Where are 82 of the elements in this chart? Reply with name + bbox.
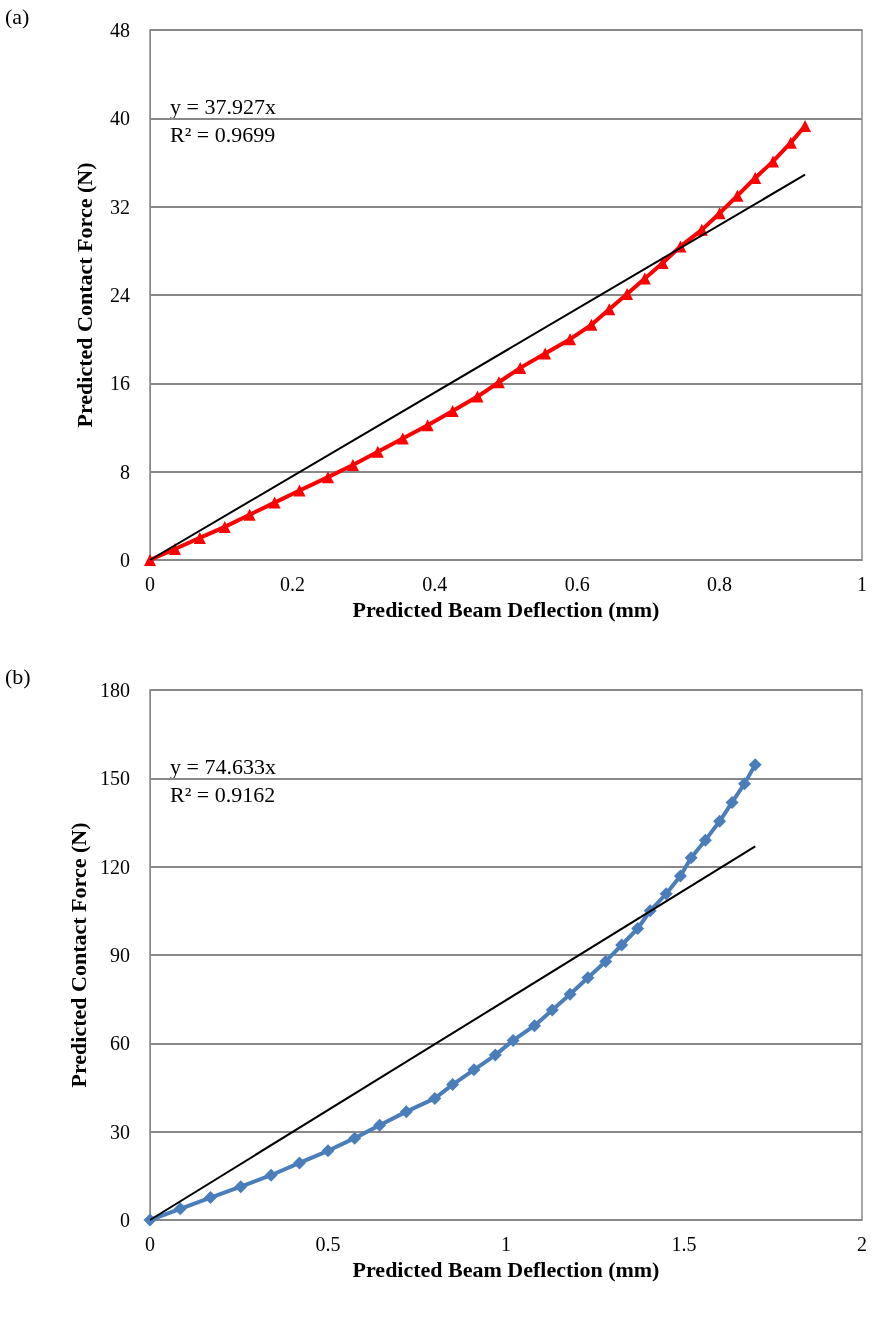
point [488, 1048, 502, 1062]
x-tick-label: 1 [501, 1233, 511, 1255]
point [748, 758, 762, 772]
x-axis-title: Predicted Beam Deflection (mm) [352, 1257, 660, 1283]
point [144, 554, 156, 566]
point [446, 1078, 460, 1092]
annotation: R² = 0.9699 [170, 121, 276, 147]
point [218, 520, 231, 533]
x-tick-label: 0.6 [564, 573, 590, 595]
y-axis-title: Predicted Contact Force (N) [71, 162, 97, 428]
point [428, 1091, 442, 1105]
y-tick-label: 120 [100, 855, 130, 878]
point [421, 419, 434, 432]
point [799, 120, 812, 133]
x-tick-label: 1 [857, 573, 867, 595]
point [506, 1033, 520, 1047]
y-tick-label: 16 [110, 372, 130, 395]
x-tick-label: 0.2 [279, 573, 305, 595]
point [243, 508, 256, 521]
point [738, 777, 752, 791]
annotation: R² = 0.9162 [170, 781, 276, 807]
point [268, 496, 281, 509]
point [471, 390, 484, 403]
point [322, 471, 334, 484]
y-tick-label: 0 [120, 1209, 130, 1231]
y-tick-label: 48 [110, 19, 130, 41]
chart-title: (b) [5, 663, 31, 689]
y-tick-label: 24 [110, 284, 130, 306]
point [321, 1144, 335, 1158]
y-axis-title: Predicted Contact Force (N) [65, 822, 91, 1088]
y-tick-label: 0 [120, 549, 130, 571]
point [467, 1063, 481, 1077]
point [563, 987, 577, 1001]
y-tick-label: 180 [100, 679, 130, 701]
point [492, 376, 505, 389]
x-tick-label: 0 [145, 1233, 155, 1255]
y-tick-label: 30 [110, 1120, 130, 1143]
chart-title: (a) [5, 3, 30, 29]
y-tick-label: 32 [110, 195, 130, 218]
point [234, 1180, 248, 1194]
point [173, 1202, 187, 1216]
point [585, 318, 598, 331]
point [293, 484, 306, 497]
point [564, 333, 577, 346]
point [348, 1131, 362, 1145]
point [373, 1118, 387, 1132]
point [615, 938, 629, 952]
point [698, 833, 712, 847]
y-tick-label: 60 [110, 1032, 130, 1055]
point [673, 869, 687, 883]
x-tick-label: 0.8 [707, 573, 733, 595]
point [193, 531, 206, 544]
x-axis-title: Predicted Beam Deflection (mm) [352, 597, 660, 623]
point [539, 347, 552, 360]
point [527, 1019, 541, 1033]
point [545, 1003, 559, 1017]
point [713, 814, 727, 828]
point [396, 432, 409, 445]
point [264, 1168, 278, 1182]
point [446, 404, 459, 417]
point [599, 954, 613, 968]
x-tick-label: 0.4 [422, 573, 448, 595]
x-tick-label: 0.5 [315, 1233, 341, 1255]
point [371, 445, 384, 458]
y-tick-label: 90 [110, 944, 130, 966]
point [631, 922, 645, 935]
x-tick-label: 2 [857, 1233, 867, 1255]
point [293, 1156, 307, 1170]
x-tick-label: 0 [145, 573, 155, 595]
point [659, 887, 673, 901]
point [725, 795, 739, 809]
point [684, 851, 698, 865]
point [346, 459, 359, 472]
y-tick-label: 40 [110, 107, 130, 130]
x-tick-label: 1.5 [671, 1233, 697, 1255]
point [204, 1191, 218, 1205]
point [514, 361, 527, 374]
y-tick-label: 8 [120, 460, 130, 483]
y-tick-label: 150 [100, 767, 130, 790]
point [603, 303, 616, 316]
point [581, 971, 595, 985]
point [399, 1105, 413, 1119]
